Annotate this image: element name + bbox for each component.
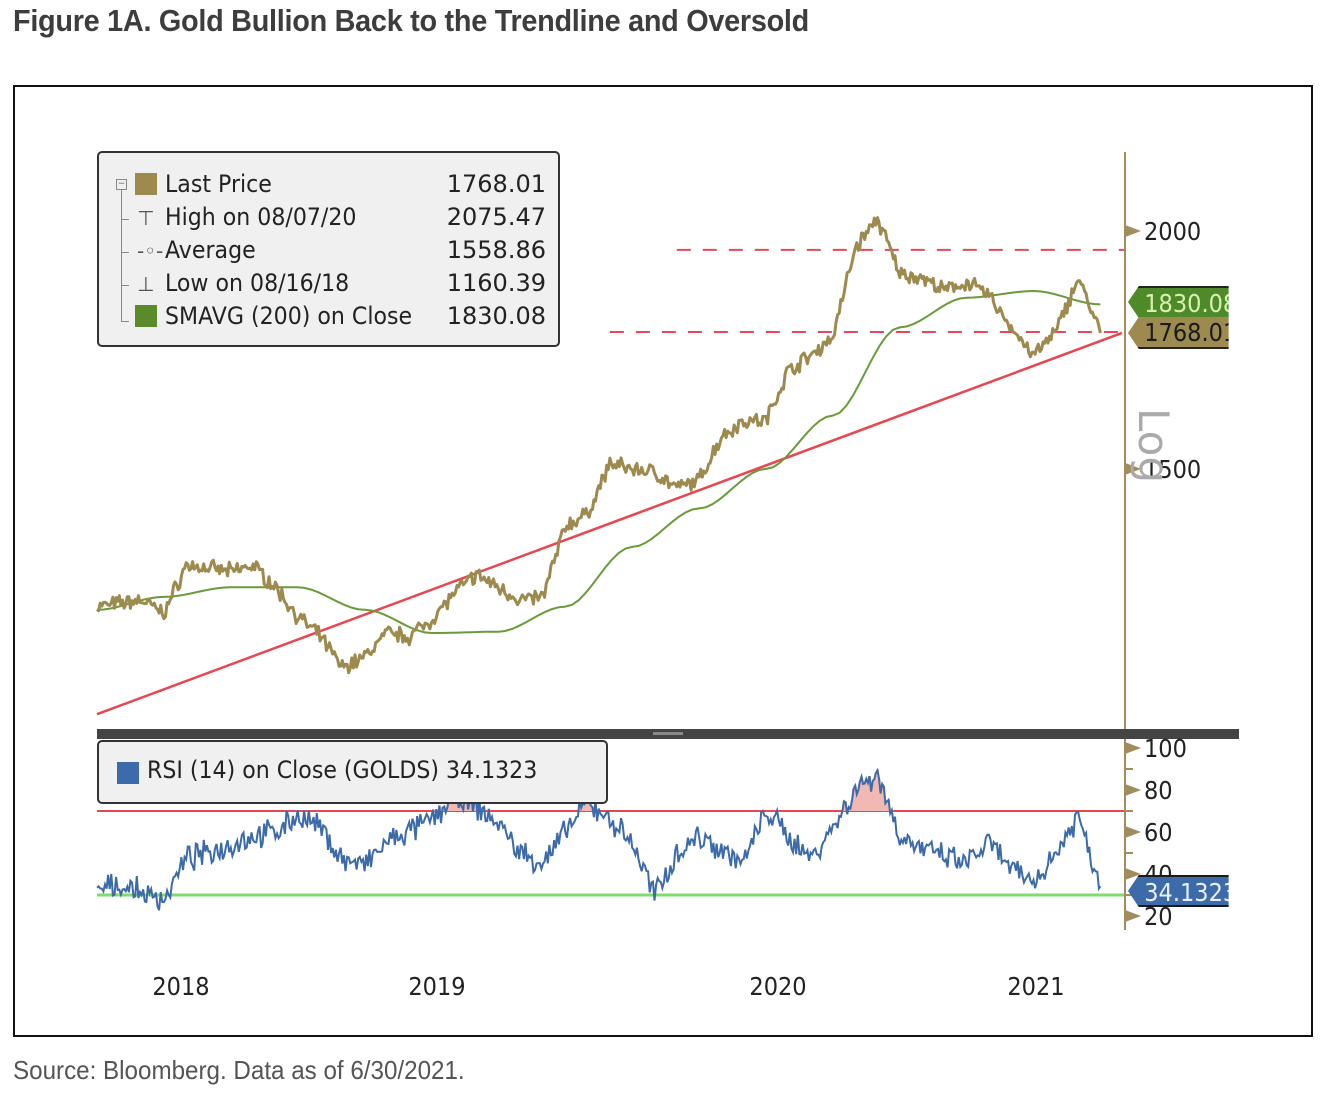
legend-value-low: 1160.39 [446, 269, 546, 297]
legend-value-smavg: 1830.08 [446, 302, 546, 330]
legend-tree-branch [121, 321, 129, 322]
high-marker-icon: ⊤ [137, 206, 155, 230]
price-tick-label: 2000 [1144, 217, 1201, 246]
x-tick-label: 2019 [408, 972, 465, 1001]
low-marker-icon: ⊥ [137, 272, 155, 296]
legend-tree-line [121, 187, 122, 322]
legend-tree-branch [121, 219, 129, 220]
legend-tree-branch [121, 285, 129, 286]
smavg-200-line [96, 289, 1101, 634]
source-note: Source: Bloomberg. Data as of 6/30/2021. [13, 1055, 465, 1085]
figure-title: Figure 1A. Gold Bullion Back to the Tren… [13, 3, 809, 38]
rsi-tick-label: 80 [1144, 776, 1173, 805]
rsi-line [96, 767, 1102, 911]
rsi-tick-marker [1125, 784, 1141, 796]
rsi-tick-marker [1125, 910, 1141, 922]
pane-resize-handle [653, 732, 683, 735]
trendline [96, 331, 1123, 716]
average-marker-icon: -◦- [137, 239, 164, 263]
rsi-tick-label: 60 [1144, 818, 1173, 847]
price-tick-label: 1500 [1144, 455, 1201, 484]
x-tick-label: 2020 [749, 972, 806, 1001]
x-tick-label: 2021 [1007, 972, 1064, 1001]
legend-label-high: High on 08/07/20 [165, 203, 357, 231]
rsi-swatch-icon [117, 762, 139, 784]
rsi-legend: RSI (14) on Close (GOLDS) 34.1323 [97, 740, 608, 804]
rsi-value-tag: 34.1323 [1128, 875, 1229, 907]
legend-value-last-price: 1768.01 [446, 170, 546, 198]
legend-label-smavg: SMAVG (200) on Close [165, 302, 413, 330]
price-tick-marker [1125, 225, 1141, 237]
price-tick-marker [1125, 462, 1141, 475]
price-pane [96, 216, 1125, 716]
rsi-tick-marker [1125, 826, 1141, 838]
sma-value-tag: 1830.08 [1128, 286, 1229, 318]
rsi-pane [96, 767, 1125, 911]
last-price-tag: 1768.01 [1128, 317, 1229, 349]
legend-tree-branch [121, 252, 129, 253]
legend-label-last-price: Last Price [165, 170, 272, 198]
rsi-tick-marker [1125, 868, 1141, 880]
x-tick-label: 2018 [152, 972, 209, 1001]
legend-value-high: 2075.47 [446, 203, 546, 231]
last-price-line [96, 216, 1102, 675]
rsi-tick-label: 100 [1144, 734, 1187, 763]
smavg-swatch-icon [135, 305, 157, 327]
legend-label-average: Average [165, 236, 256, 264]
collapse-icon[interactable]: − [116, 179, 127, 190]
price-legend: − Last Price 1768.01 ⊤ High on 08/07/20 … [97, 151, 560, 347]
rsi-tick-marker [1125, 742, 1141, 754]
rsi-legend-label: RSI (14) on Close (GOLDS) 34.1323 [147, 756, 538, 784]
last-price-swatch-icon [135, 173, 157, 195]
legend-value-average: 1558.86 [446, 236, 546, 264]
log-scale-label: Log [1129, 408, 1178, 484]
legend-label-low: Low on 08/16/18 [165, 269, 350, 297]
